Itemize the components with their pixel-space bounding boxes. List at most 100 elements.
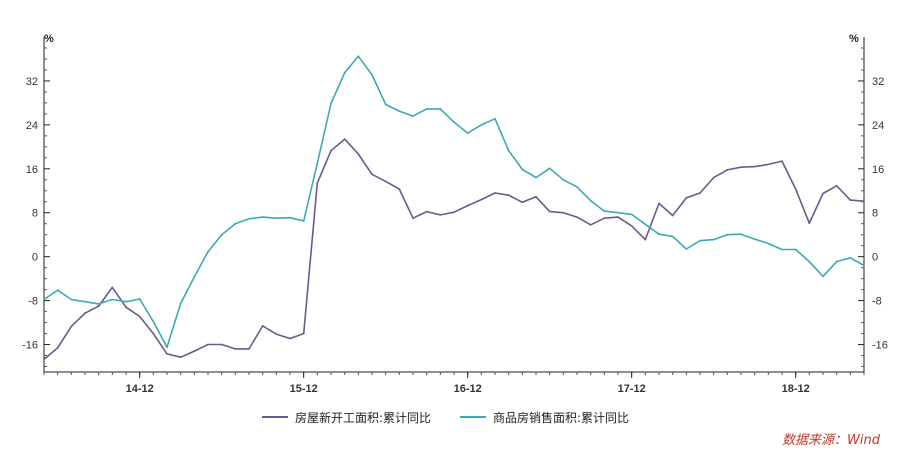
data-point-new-construction	[412, 217, 414, 220]
data-point-sales-area	[193, 276, 196, 278]
data-point-sales-area	[152, 320, 155, 323]
data-point-sales-area	[289, 216, 291, 219]
data-point-new-construction	[357, 153, 360, 155]
data-point-new-construction	[316, 182, 319, 185]
data-point-new-construction	[125, 306, 127, 309]
data-point-new-construction	[658, 202, 660, 205]
data-point-new-construction	[603, 217, 606, 220]
data-point-new-construction	[70, 325, 73, 328]
data-point-new-construction	[863, 200, 865, 203]
data-point-sales-area	[480, 124, 483, 126]
data-point-new-construction	[193, 350, 196, 352]
x-tick-label: 15-12	[290, 383, 318, 395]
data-point-new-construction	[261, 325, 264, 327]
legend-label-new-construction: 房屋新开工面积:累计同比	[295, 410, 431, 425]
data-point-sales-area	[699, 239, 701, 242]
data-point-new-construction	[630, 225, 633, 227]
data-point-sales-area	[658, 233, 660, 236]
data-point-sales-area	[507, 149, 510, 152]
data-point-sales-area	[357, 55, 360, 58]
data-point-new-construction	[726, 169, 729, 171]
data-point-new-construction	[84, 312, 86, 315]
y-tick-label-right: 32	[872, 76, 884, 88]
data-point-sales-area	[43, 298, 45, 301]
data-point-sales-area	[138, 298, 141, 300]
data-point-new-construction	[371, 173, 373, 176]
data-point-new-construction	[248, 348, 250, 350]
y-tick-label-left: 32	[26, 76, 38, 88]
y-tick-label-left: -16	[22, 340, 38, 352]
data-point-sales-area	[617, 211, 619, 214]
data-point-new-construction	[767, 163, 770, 166]
data-point-sales-area	[767, 242, 770, 245]
data-point-new-construction	[43, 358, 45, 361]
data-point-sales-area	[835, 260, 838, 263]
data-point-sales-area	[589, 199, 592, 202]
data-point-new-construction	[179, 356, 182, 359]
data-point-new-construction	[671, 214, 674, 217]
data-point-sales-area	[56, 289, 59, 292]
data-point-sales-area	[384, 103, 387, 106]
data-point-sales-area	[808, 260, 811, 263]
data-point-new-construction	[207, 343, 209, 346]
data-point-new-construction	[166, 353, 168, 355]
data-point-sales-area	[849, 256, 852, 259]
data-point-sales-area	[671, 235, 674, 238]
data-point-new-construction	[699, 192, 701, 194]
data-point-new-construction	[480, 198, 483, 201]
data-point-sales-area	[712, 238, 715, 241]
data-point-sales-area	[726, 233, 729, 236]
data-point-new-construction	[548, 210, 551, 213]
axes: -16 -16 -8 -8 0 0 8 8 16 16 24 24 32 32 14-12 15-12 16-1…	[22, 37, 888, 395]
data-point-sales-area	[494, 117, 496, 120]
data-point-sales-area	[207, 250, 209, 253]
data-point-sales-area	[261, 216, 264, 219]
data-point-sales-area	[535, 176, 537, 179]
x-tick-label: 17-12	[618, 383, 646, 395]
data-point-new-construction	[453, 211, 455, 214]
data-point-sales-area	[863, 264, 865, 267]
data-point-sales-area	[302, 220, 305, 222]
y-tick-label-left: 8	[32, 208, 38, 220]
data-point-sales-area	[220, 233, 223, 236]
data-point-sales-area	[343, 71, 346, 74]
data-point-sales-area	[466, 132, 469, 135]
legend-label-sales-area: 商品房销售面积:累计同比	[493, 410, 629, 425]
data-point-new-construction	[398, 188, 401, 191]
series-line-sales-area	[43, 55, 865, 349]
data-point-sales-area	[576, 186, 578, 188]
data-point-new-construction	[343, 138, 346, 141]
data-point-new-construction	[562, 211, 565, 214]
data-point-new-construction	[685, 197, 688, 199]
y-tick-label-left: 16	[26, 164, 38, 176]
data-point-new-construction	[425, 210, 428, 213]
data-point-sales-area	[179, 302, 182, 305]
y-tick-label-left: 0	[32, 252, 38, 264]
data-point-new-construction	[753, 165, 756, 168]
data-point-sales-area	[111, 298, 114, 301]
data-point-sales-area	[562, 178, 565, 181]
data-point-new-construction	[712, 176, 715, 179]
legend: 房屋新开工面积:累计同比 商品房销售面积:累计同比	[262, 410, 629, 425]
data-point-sales-area	[275, 217, 278, 220]
data-point-sales-area	[248, 217, 250, 220]
data-point-new-construction	[781, 160, 783, 163]
y-tick-label-left: 24	[26, 120, 38, 132]
data-point-new-construction	[507, 194, 510, 197]
y-tick-label-right: 16	[872, 164, 884, 176]
data-point-new-construction	[97, 305, 100, 307]
data-point-new-construction	[535, 195, 537, 198]
y-tick-label-right: -16	[872, 340, 888, 352]
data-point-sales-area	[822, 275, 824, 278]
data-point-new-construction	[289, 337, 291, 340]
data-point-sales-area	[70, 298, 73, 301]
y-axis-unit-left: %	[44, 33, 54, 45]
data-point-sales-area	[794, 248, 797, 251]
data-point-new-construction	[330, 149, 332, 152]
data-point-new-construction	[384, 180, 387, 183]
data-point-new-construction	[576, 216, 578, 219]
data-point-sales-area	[453, 121, 455, 123]
data-point-new-construction	[794, 188, 797, 191]
source-note: 数据来源：Wind	[782, 433, 881, 448]
